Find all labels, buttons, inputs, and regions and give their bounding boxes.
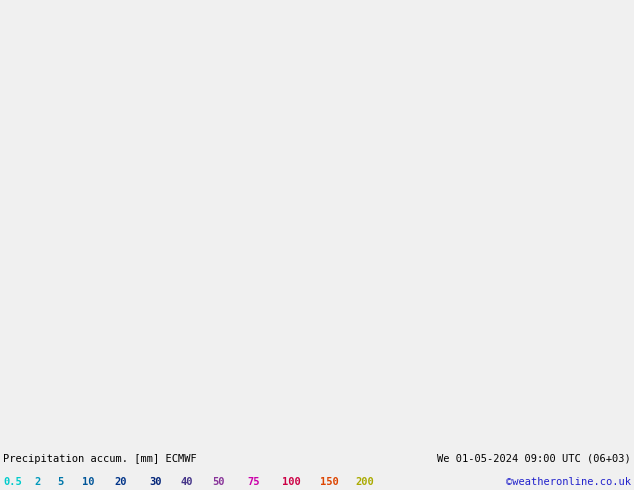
Text: 30: 30 bbox=[149, 477, 162, 487]
Text: 40: 40 bbox=[181, 477, 193, 487]
Text: 150: 150 bbox=[320, 477, 339, 487]
Text: 50: 50 bbox=[212, 477, 225, 487]
Text: 200: 200 bbox=[355, 477, 374, 487]
Text: 75: 75 bbox=[247, 477, 260, 487]
Text: 20: 20 bbox=[114, 477, 127, 487]
Text: 2: 2 bbox=[35, 477, 41, 487]
Text: ©weatheronline.co.uk: ©weatheronline.co.uk bbox=[506, 477, 631, 487]
Text: 100: 100 bbox=[282, 477, 301, 487]
Text: 5: 5 bbox=[57, 477, 63, 487]
Text: We 01-05-2024 09:00 UTC (06+03): We 01-05-2024 09:00 UTC (06+03) bbox=[437, 454, 631, 464]
Text: 10: 10 bbox=[82, 477, 95, 487]
Text: 0.5: 0.5 bbox=[3, 477, 22, 487]
Text: Precipitation accum. [mm] ECMWF: Precipitation accum. [mm] ECMWF bbox=[3, 454, 197, 464]
